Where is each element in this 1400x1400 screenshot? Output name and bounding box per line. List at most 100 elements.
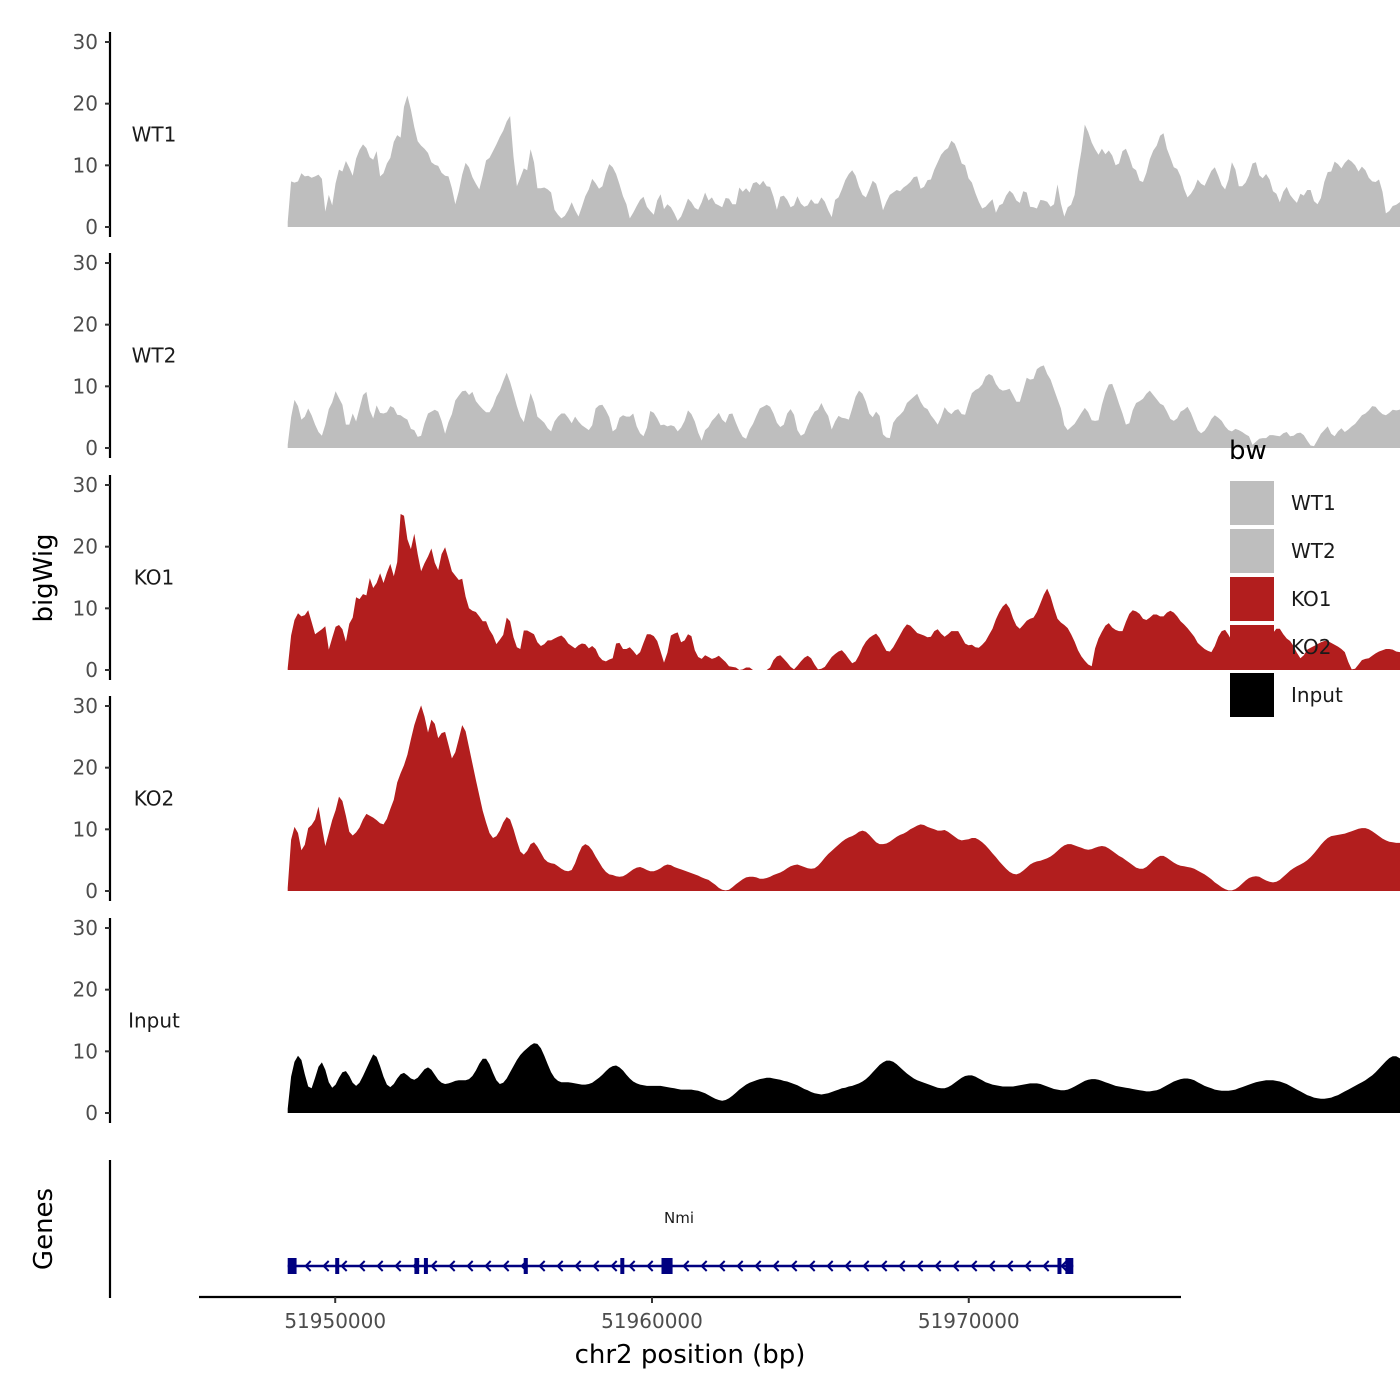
strand-arrow <box>952 1260 960 1272</box>
track-input: 0 10 20 30 Input <box>73 916 1400 1125</box>
legend-key-wt2 <box>1230 529 1274 573</box>
strand-arrow <box>1006 1260 1014 1272</box>
gene-label: Nmi <box>664 1209 694 1227</box>
legend-label-input: Input <box>1291 683 1343 707</box>
x-tick-label: 51960000 <box>601 1309 703 1333</box>
genes-track-title: Genes <box>29 1188 59 1270</box>
legend-key-wt1 <box>1230 481 1274 525</box>
strand-arrow <box>1024 1260 1032 1272</box>
strand-arrow <box>610 1260 618 1272</box>
strand-arrow <box>790 1260 798 1272</box>
exon <box>335 1258 340 1274</box>
legend-label-ko2: KO2 <box>1291 635 1332 659</box>
strand-arrow <box>1060 1260 1068 1272</box>
signal-area-wt2 <box>287 365 1400 448</box>
signal-area-ko1 <box>287 514 1400 670</box>
y-tick-label: 0 <box>85 436 98 460</box>
strand-arrow <box>880 1260 888 1272</box>
y-tick-label: 20 <box>73 756 98 780</box>
y-tick-label: 0 <box>85 215 98 239</box>
strand-arrow <box>646 1260 654 1272</box>
strand-arrow <box>556 1260 564 1272</box>
exon <box>523 1258 528 1274</box>
strand-arrow <box>394 1260 402 1272</box>
strand-arrow <box>304 1260 312 1272</box>
strand-arrow <box>700 1260 708 1272</box>
legend-label-ko1: KO1 <box>1291 587 1332 611</box>
strand-arrow <box>628 1260 636 1272</box>
exon <box>1057 1258 1062 1274</box>
gene-track: Nmi <box>108 1160 1074 1298</box>
track-label: KO2 <box>134 787 175 811</box>
strand-arrow <box>970 1260 978 1272</box>
strand-arrow <box>358 1260 366 1272</box>
legend: bw WT1 WT2 KO1 KO2 Input <box>1229 436 1343 717</box>
y-axis-title: bigWig <box>29 533 59 622</box>
x-axis: 51950000 51960000 51970000 <box>199 1295 1181 1333</box>
strand-arrow <box>808 1260 816 1272</box>
strand-arrow <box>340 1260 348 1272</box>
track-wt2: 0 10 20 30 WT2 <box>73 251 1400 460</box>
y-tick-label: 20 <box>73 978 98 1002</box>
signal-area-ko2 <box>287 705 1400 891</box>
strand-arrow <box>1042 1260 1050 1272</box>
signal-area-input <box>287 1043 1400 1113</box>
strand-arrow <box>736 1260 744 1272</box>
track-label: WT2 <box>132 344 177 368</box>
x-axis-title: chr2 position (bp) <box>575 1340 806 1370</box>
y-tick-label: 0 <box>85 879 98 903</box>
legend-title: bw <box>1229 436 1267 466</box>
y-tick-label: 10 <box>73 1039 98 1063</box>
strand-arrow <box>322 1260 330 1272</box>
strand-arrow <box>826 1260 834 1272</box>
signal-area-wt1 <box>287 95 1400 227</box>
exon <box>1065 1258 1074 1274</box>
strand-arrow <box>718 1260 726 1272</box>
y-tick-label: 10 <box>73 153 98 177</box>
y-tick-label: 20 <box>73 535 98 559</box>
strand-arrow <box>916 1260 924 1272</box>
exon <box>414 1258 420 1274</box>
y-tick-label: 10 <box>73 817 98 841</box>
strand-arrow <box>754 1260 762 1272</box>
strand-arrow <box>538 1260 546 1272</box>
strand-arrow <box>484 1260 492 1272</box>
x-tick-label: 51950000 <box>284 1309 386 1333</box>
strand-arrow <box>934 1260 942 1272</box>
legend-label-wt2: WT2 <box>1291 539 1336 563</box>
strand-arrow <box>430 1260 438 1272</box>
strand-arrow <box>574 1260 582 1272</box>
y-tick-label: 10 <box>73 596 98 620</box>
track-ko2: 0 10 20 30 KO2 <box>73 694 1400 903</box>
exon <box>423 1258 428 1274</box>
y-tick-label: 20 <box>73 313 98 337</box>
track-label: WT1 <box>132 123 177 147</box>
strand-arrow <box>466 1260 474 1272</box>
signal-tracks: 0 10 20 30 WT1 0 10 20 30 WT2 0 10 20 30 KO1 0 10 20 30 KO2… <box>73 30 1400 1125</box>
gene-nmi: Nmi <box>287 1209 1074 1274</box>
strand-arrow <box>592 1260 600 1272</box>
y-tick-label: 10 <box>73 374 98 398</box>
y-tick-label: 30 <box>73 694 98 718</box>
y-tick-label: 30 <box>73 473 98 497</box>
y-tick-label: 30 <box>73 251 98 275</box>
y-tick-label: 30 <box>73 30 98 54</box>
track-label: Input <box>128 1009 180 1033</box>
legend-key-ko1 <box>1230 577 1274 621</box>
exon <box>620 1258 625 1274</box>
x-tick-label: 51970000 <box>918 1309 1020 1333</box>
legend-label-wt1: WT1 <box>1291 491 1336 515</box>
strand-arrow <box>988 1260 996 1272</box>
strand-arrow <box>772 1260 780 1272</box>
track-ko1: 0 10 20 30 KO1 <box>73 473 1400 682</box>
track-wt1: 0 10 20 30 WT1 <box>73 30 1400 239</box>
strand-arrow <box>898 1260 906 1272</box>
track-label: KO1 <box>134 566 175 590</box>
y-tick-label: 0 <box>85 658 98 682</box>
y-tick-label: 30 <box>73 916 98 940</box>
y-tick-label: 20 <box>73 92 98 116</box>
strand-arrow <box>682 1260 690 1272</box>
strand-arrow <box>844 1260 852 1272</box>
strand-arrow <box>376 1260 384 1272</box>
